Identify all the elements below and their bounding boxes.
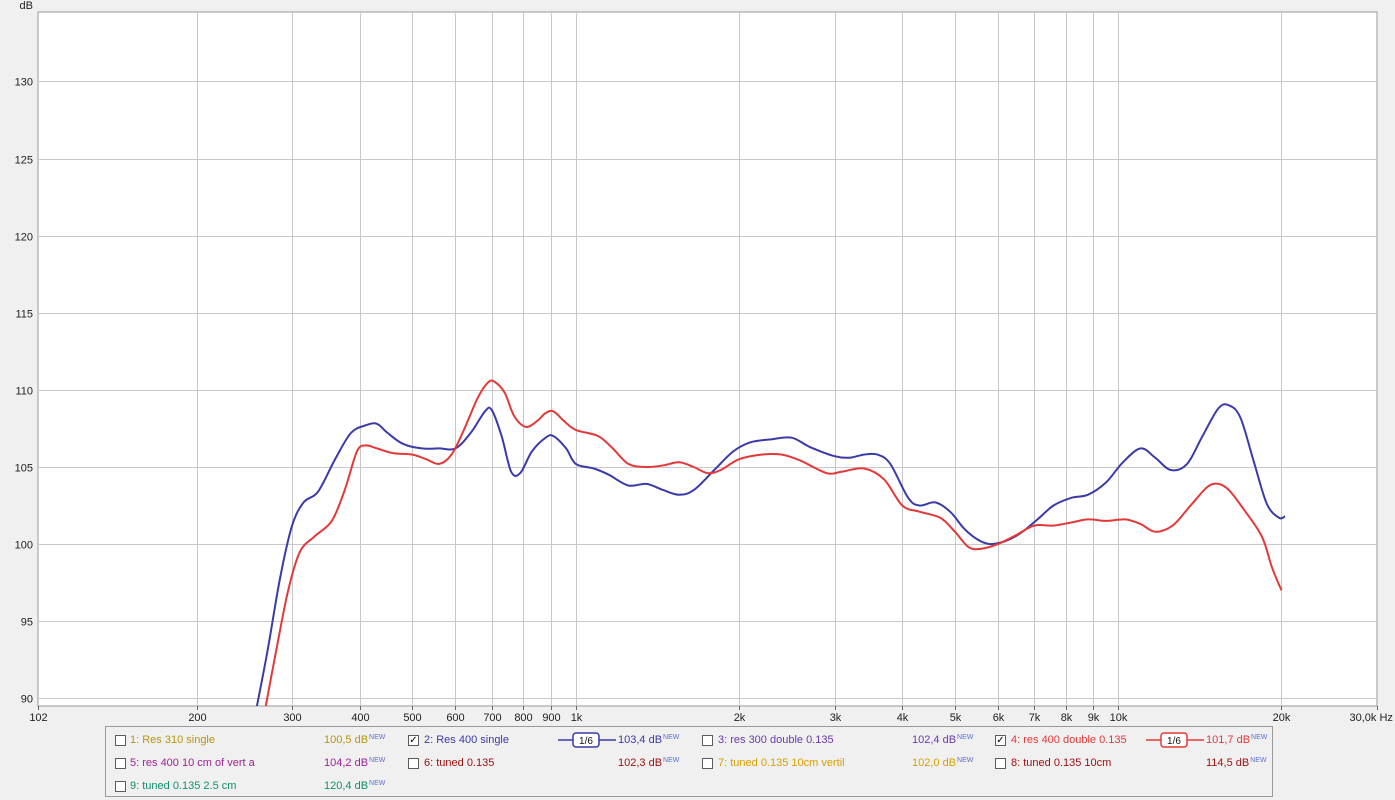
legend-label[interactable]: 9: tuned 0.135 2.5 cm <box>130 780 237 792</box>
legend-label[interactable]: 8: tuned 0.135 10cm <box>1011 757 1112 769</box>
legend-checkbox[interactable] <box>115 781 126 792</box>
legend-new-tag: NEW <box>957 734 974 741</box>
legend-value: 120,4 dBNEW <box>324 780 386 792</box>
y-tick-label: 130 <box>15 77 33 89</box>
series-group <box>255 379 1286 706</box>
x-tick-label: 8k <box>1061 712 1073 724</box>
legend-checkbox[interactable] <box>408 758 419 769</box>
series-line-2 <box>264 379 1283 706</box>
legend-value: 102,4 dBNEW <box>912 734 974 746</box>
y-tick-label: 120 <box>15 232 33 244</box>
x-tick-label: 9k <box>1088 712 1100 724</box>
legend-value: 103,4 dBNEW <box>618 734 680 746</box>
legend-label[interactable]: 1: Res 310 single <box>130 734 215 746</box>
smoothing-label: 1/6 <box>579 736 593 747</box>
x-tick-label: 5k <box>950 712 962 724</box>
legend-checkbox[interactable] <box>115 758 126 769</box>
x-tick-label: 400 <box>351 712 369 724</box>
axes: 90 95 100 105 110 115 120 125 130 dB 102 200 300 400 5… <box>15 0 1393 724</box>
legend-label[interactable]: 3: res 300 double 0.135 <box>718 734 834 746</box>
y-tick-label: 100 <box>15 540 33 552</box>
y-tick-label: 105 <box>15 463 33 475</box>
x-tick-label: 1k <box>571 712 583 724</box>
y-tick-label: 110 <box>15 386 33 398</box>
grid <box>38 12 1377 706</box>
legend-label[interactable]: 4: res 400 double 0.135 <box>1011 734 1127 746</box>
x-tick-label: 102 <box>29 712 47 724</box>
legend-value: 104,2 dBNEW <box>324 757 386 769</box>
x-tick-label: 800 <box>514 712 532 724</box>
legend-new-tag: NEW <box>957 757 974 764</box>
legend-new-tag: NEW <box>1250 757 1267 764</box>
y-tick-label: 90 <box>21 694 33 706</box>
smoothing-indicator[interactable]: 1/6 <box>1146 732 1204 748</box>
legend-new-tag: NEW <box>369 757 386 764</box>
legend-new-tag: NEW <box>369 734 386 741</box>
legend-panel: 1: Res 310 single 100,5 dBNEW ✓ 2: Res 400 … <box>105 726 1273 797</box>
x-tick-label: 2k <box>734 712 746 724</box>
legend-new-tag: NEW <box>369 780 386 787</box>
smoothing-indicator[interactable]: 1/6 <box>558 732 616 748</box>
smoothing-label: 1/6 <box>1167 736 1181 747</box>
y-tick-label: 95 <box>21 617 33 629</box>
x-tick-label: 7k <box>1029 712 1041 724</box>
legend-new-tag: NEW <box>663 757 680 764</box>
x-tick-label: 6k <box>993 712 1005 724</box>
legend-checkbox[interactable]: ✓ <box>408 735 419 746</box>
x-tick-label: 4k <box>897 712 909 724</box>
x-tick-label: 900 <box>542 712 560 724</box>
frequency-response-chart: 90 95 100 105 110 115 120 125 130 dB 102 200 300 400 5… <box>15 0 1393 724</box>
legend-new-tag: NEW <box>1251 734 1268 741</box>
legend-label[interactable]: 2: Res 400 single <box>424 734 509 746</box>
legend-label[interactable]: 7: tuned 0.135 10cm vertil <box>718 757 845 769</box>
legend-checkbox[interactable]: ✓ <box>995 735 1006 746</box>
y-tick-label: 115 <box>15 309 33 321</box>
legend-label[interactable]: 6: tuned 0.135 <box>424 757 495 769</box>
smoothing-box <box>572 732 600 748</box>
x-tick-label: 600 <box>446 712 464 724</box>
legend-label[interactable]: 5: res 400 10 cm of vert a <box>130 757 255 769</box>
y-tick-label: 125 <box>15 155 33 167</box>
legend-checkbox[interactable] <box>995 758 1006 769</box>
plot-area <box>37 11 1378 707</box>
x-tick-label: 10k <box>1110 712 1128 724</box>
x-tick-label: 700 <box>483 712 501 724</box>
x-tick-label: 3k <box>830 712 842 724</box>
x-tick-label: 20k <box>1273 712 1291 724</box>
legend-checkbox[interactable] <box>115 735 126 746</box>
x-tick-label: 300 <box>283 712 301 724</box>
y-axis-label: dB <box>20 0 33 12</box>
legend-new-tag: NEW <box>663 734 680 741</box>
series-line-1 <box>255 403 1286 706</box>
legend-value: 102,0 dBNEW <box>912 757 974 769</box>
x-tick-label: 30,0k Hz <box>1350 712 1393 724</box>
legend-value: 102,3 dBNEW <box>618 757 680 769</box>
x-tick-label: 500 <box>403 712 421 724</box>
legend-value: 101,7 dBNEW <box>1206 734 1268 746</box>
x-tick-label: 200 <box>188 712 206 724</box>
legend-checkbox[interactable] <box>702 735 713 746</box>
smoothing-box <box>1160 732 1188 748</box>
legend-value: 100,5 dBNEW <box>324 734 386 746</box>
legend-value: 114,5 dBNEW <box>1206 757 1267 769</box>
legend-checkbox[interactable] <box>702 758 713 769</box>
